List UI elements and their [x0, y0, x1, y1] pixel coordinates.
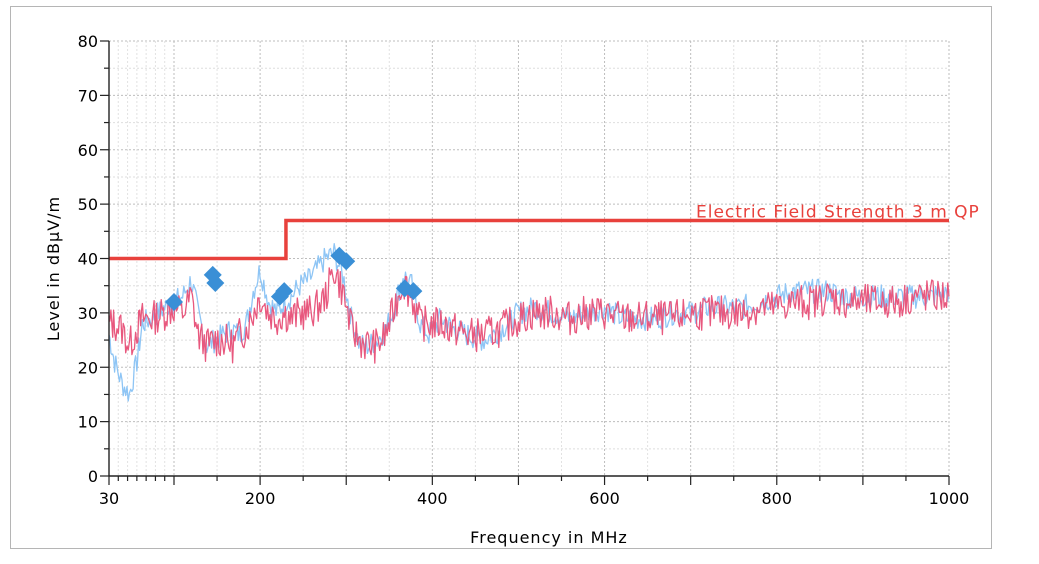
emission-chart: 0 10 20 30 40 50 60 70 80 30 200 400 600 800 1000 Elec… [44, 32, 980, 547]
markers [165, 246, 423, 311]
x-tick-label: 1000 [929, 489, 970, 508]
marker-diamond [165, 293, 183, 311]
y-tick-label: 40 [78, 250, 98, 269]
y-tick-label: 30 [78, 304, 98, 323]
y-tick-label: 80 [78, 32, 98, 51]
x-tick-label: 800 [762, 489, 793, 508]
marker-diamond [404, 282, 423, 301]
traces [108, 243, 950, 402]
marker-diamond [275, 282, 294, 301]
y-axis-title: Level in dBµV/m [44, 196, 63, 341]
x-axis-title: Frequency in MHz [470, 528, 628, 547]
limit-line [109, 218, 949, 261]
trace-lightblue [108, 243, 950, 402]
y-tick-label: 0 [88, 467, 98, 486]
y-tick-label: 10 [78, 413, 98, 432]
axes: 0 10 20 30 40 50 60 70 80 30 200 400 600 800 1000 [78, 32, 970, 508]
x-tick-label: 30 [99, 489, 119, 508]
y-tick-label: 70 [78, 86, 98, 105]
chart-frame: 0 10 20 30 40 50 60 70 80 30 200 400 600 800 1000 Elec… [10, 6, 992, 549]
y-tick-label: 50 [78, 195, 98, 214]
marker-diamond [337, 252, 356, 271]
x-tick-label: 200 [245, 489, 276, 508]
x-tick-label: 600 [589, 489, 620, 508]
limit-line-group [109, 218, 949, 261]
marker-diamond [206, 273, 225, 292]
x-tick-label: 400 [417, 489, 448, 508]
y-tick-label: 20 [78, 358, 98, 377]
y-tick-label: 60 [78, 141, 98, 160]
limit-line-label: Electric Field Strength 3 m QP [696, 202, 980, 222]
trace-pink [108, 267, 950, 364]
